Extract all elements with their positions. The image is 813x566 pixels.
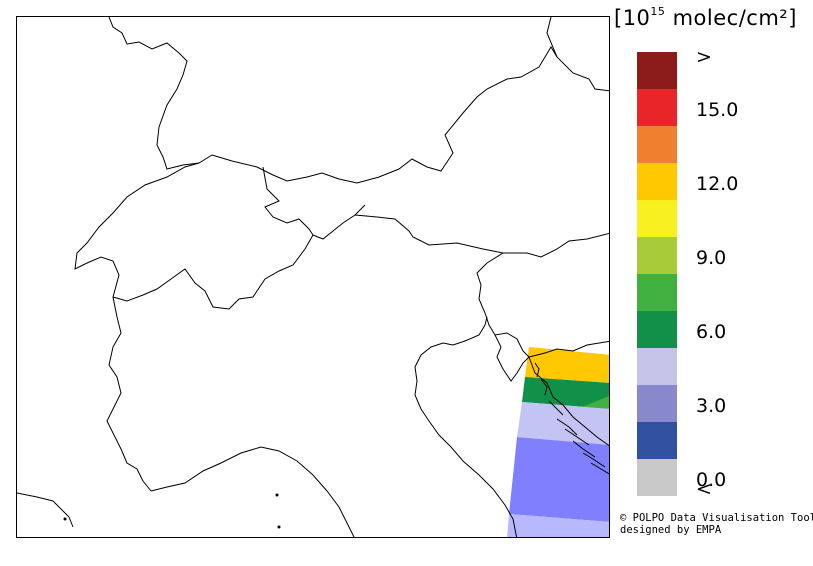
unit-label: [1015 molec/cm²] xyxy=(614,5,797,30)
country-borders xyxy=(17,17,609,537)
color-swatch xyxy=(637,311,677,348)
swath-band-dark-green xyxy=(522,377,609,409)
tick-label: 6.0 xyxy=(696,321,727,343)
tick-label: 3.0 xyxy=(696,395,727,417)
swath-band-light-blue xyxy=(507,514,609,537)
color-swatch xyxy=(637,200,677,237)
swath-band-mid-blue xyxy=(509,437,609,522)
color-swatch xyxy=(637,385,677,422)
color-swatch xyxy=(637,274,677,311)
croatian-islands xyxy=(534,362,609,475)
color-swatch xyxy=(637,459,677,496)
color-swatch xyxy=(637,348,677,385)
color-scale xyxy=(637,52,677,496)
color-swatch xyxy=(637,52,677,89)
small-islands xyxy=(63,493,281,529)
credit-line-1: © POLPO Data Visualisation Tool xyxy=(620,512,813,524)
color-swatch xyxy=(637,422,677,459)
credit-line-2: designed by EMPA xyxy=(620,524,722,536)
color-swatch xyxy=(637,237,677,274)
tick-label: 9.0 xyxy=(696,247,727,269)
tick-label: 12.0 xyxy=(696,173,739,195)
color-swatch xyxy=(637,126,677,163)
tick-label: 15.0 xyxy=(696,99,739,121)
color-swatch xyxy=(637,163,677,200)
map-canvas xyxy=(17,17,609,537)
tick-label: > xyxy=(696,46,712,68)
swath-band-light-green xyxy=(582,395,609,409)
color-swatch xyxy=(637,89,677,126)
tick-label-under: < xyxy=(696,478,712,500)
map-panel[interactable] xyxy=(16,16,610,538)
swath-band-orange xyxy=(525,347,609,383)
tick-label: 0.0 xyxy=(696,469,727,491)
